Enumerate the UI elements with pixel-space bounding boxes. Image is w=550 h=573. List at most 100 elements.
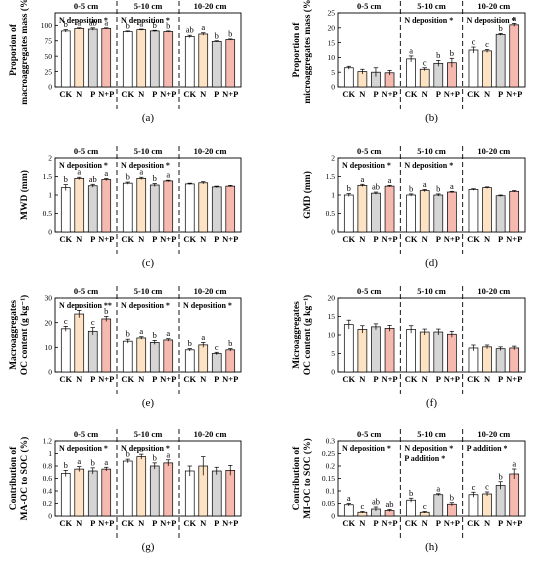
bar-N+P: [509, 347, 520, 373]
x-tick-label: N: [359, 518, 366, 528]
significance-letter: a: [104, 457, 108, 467]
bar-P: [87, 330, 98, 373]
y-tick-label: 0.4: [43, 487, 53, 496]
depth-label: 0-5 cm: [357, 429, 381, 439]
bar-CK: [60, 187, 71, 233]
bar-N: [419, 190, 430, 233]
y-axis-label: Contribution of: [9, 446, 19, 510]
x-tick-label: P: [152, 374, 157, 384]
significance-letter: c: [423, 501, 427, 511]
significance-letter: a: [77, 456, 81, 466]
bar-P: [433, 331, 444, 373]
bar-N: [74, 178, 85, 233]
axes-frame: [54, 12, 242, 88]
x-tick-label: N: [200, 234, 207, 244]
y-tick-label: 25: [328, 9, 336, 18]
significance-letter: a: [201, 22, 205, 32]
bar-CK: [122, 340, 133, 373]
bar-CK: [468, 49, 479, 88]
x-tick-label: N+P: [222, 374, 238, 384]
significance-letter: b: [64, 460, 68, 470]
y-tick-label: 25: [45, 67, 53, 76]
y-tick-label: 10: [328, 53, 336, 62]
bar-CK: [343, 504, 354, 517]
x-tick-label: CK: [342, 89, 355, 99]
y-tick-label: 5: [331, 349, 335, 358]
x-tick-label: CK: [467, 234, 480, 244]
bar-P: [495, 485, 506, 517]
bar-N+P: [225, 39, 236, 88]
bar-P: [149, 184, 160, 233]
significance-letter: b: [153, 330, 157, 340]
significance-annotation: P addition *: [404, 454, 445, 463]
y-tick-label: 20: [328, 24, 336, 33]
bar-N+P: [101, 468, 112, 517]
x-tick-label: CK: [121, 234, 134, 244]
y-tick-label: 30: [45, 294, 53, 303]
x-tick-label: N+P: [222, 234, 238, 244]
significance-letter: b: [166, 20, 170, 30]
y-axis-label: MI-OC to SOC (%): [302, 438, 313, 518]
x-tick-label: CK: [121, 518, 134, 528]
x-tick-label: P: [90, 374, 95, 384]
x-tick-label: CK: [467, 374, 480, 384]
x-tick-label: N+P: [506, 374, 522, 384]
significance-letter: b: [153, 452, 157, 462]
significance-letter: c: [472, 37, 476, 47]
y-tick-label: 1.5: [326, 172, 336, 181]
x-tick-label: P: [214, 89, 219, 99]
x-tick-label: P: [214, 518, 219, 528]
y-tick-label: 1.5: [43, 172, 53, 181]
x-tick-label: P: [152, 518, 157, 528]
significance-annotation: N deposition *: [467, 16, 516, 25]
bar-P: [433, 194, 444, 233]
bar-N: [136, 178, 147, 233]
bar-N+P: [447, 503, 457, 517]
depth-label: 5-10 cm: [417, 146, 446, 156]
bar-CK: [60, 328, 71, 373]
y-tick-label: 100: [41, 21, 53, 30]
depth-label: 0-5 cm: [357, 146, 381, 156]
bar-P: [495, 348, 506, 373]
bar-N+P: [163, 462, 174, 517]
bar-N: [357, 329, 368, 373]
bar-N+P: [509, 24, 520, 88]
significance-letter: a: [139, 444, 143, 454]
depth-label: 10-20 cm: [477, 1, 510, 11]
x-tick-label: P: [90, 89, 95, 99]
x-tick-label: CK: [342, 234, 355, 244]
x-tick-label: N+P: [506, 89, 522, 99]
significance-letter: ab: [372, 497, 380, 507]
y-tick-label: 2: [48, 154, 52, 163]
y-tick-label: 0.2: [43, 499, 53, 508]
bar-N+P: [384, 327, 395, 373]
significance-letter: ab: [372, 182, 380, 192]
y-tick-label: 0: [48, 228, 52, 237]
bar-N+P: [101, 179, 112, 233]
x-tick-label: P: [436, 518, 441, 528]
y-tick-label: 0: [331, 228, 335, 237]
significance-letter: b: [64, 174, 68, 184]
significance-letter: a: [512, 459, 516, 469]
x-tick-label: CK: [342, 518, 355, 528]
significance-letter: a: [360, 174, 364, 184]
depth-label: 0-5 cm: [74, 429, 98, 439]
chart-panel-1: 0 25 50 75 100 Proporion of macroaggregates ma…: [9, 0, 242, 124]
significance-annotation: N deposition *: [121, 444, 170, 453]
x-tick-label: N+P: [444, 518, 460, 528]
significance-letter: c: [472, 482, 476, 492]
x-tick-label: P: [498, 89, 503, 99]
x-tick-label: N+P: [381, 518, 397, 528]
x-tick-label: CK: [405, 89, 418, 99]
bar-N: [357, 185, 368, 233]
x-tick-label: N+P: [506, 518, 522, 528]
x-tick-label: N: [422, 518, 429, 528]
bar-N+P: [509, 473, 520, 517]
depth-label: 5-10 cm: [417, 1, 446, 11]
significance-letter: a: [139, 326, 143, 336]
x-tick-label: N+P: [98, 234, 114, 244]
bar-P: [149, 30, 160, 88]
bar-CK: [122, 460, 133, 517]
depth-label: 5-10 cm: [134, 429, 163, 439]
